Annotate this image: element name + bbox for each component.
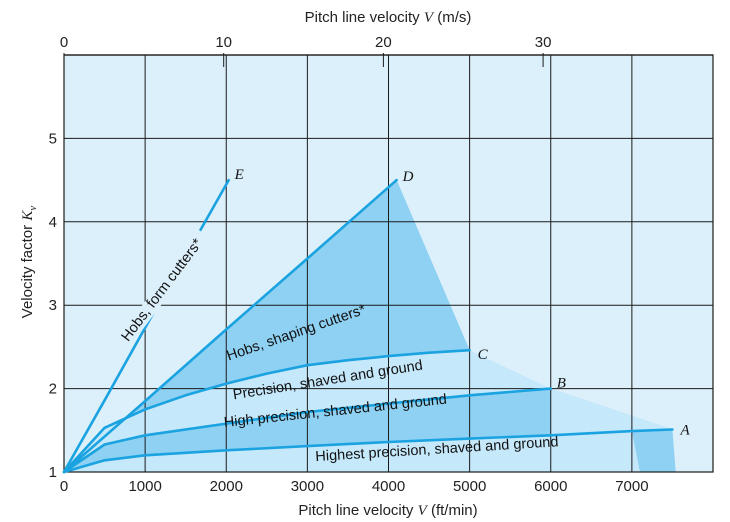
point-label-E: E (234, 167, 244, 183)
x-tick-label: 4000 (372, 478, 405, 495)
curve-E (62, 178, 230, 474)
y-tick-label: 1 (49, 464, 57, 481)
curve-C (62, 348, 471, 474)
x-tick-label: 6000 (534, 478, 567, 495)
y-axis-title-var: K (20, 210, 36, 222)
tick-labels: 0 10 20 30 0 1000 2000 3000 4000 5000 6000 7000 1 2 3 4… (49, 34, 649, 495)
curve-D (62, 178, 398, 474)
point-label-A: A (679, 422, 690, 438)
y-tick-label: 4 (49, 214, 57, 231)
y-axis-title: Velocity factor Kv (19, 206, 39, 319)
point-labels: E D C B A (234, 167, 691, 438)
point-label-B: B (557, 376, 566, 392)
x-tick-label: 5000 (453, 478, 486, 495)
y-tick-label: 5 (49, 130, 57, 147)
y-tick-label: 2 (49, 381, 57, 398)
curve-A (62, 428, 674, 474)
x-axis-title-bottom-unit: (ft/min) (431, 502, 478, 519)
x-axis-title-top: Pitch line velocity V (m/s) (305, 9, 472, 26)
x-tick-label: 1000 (128, 478, 161, 495)
point-label-D: D (402, 169, 414, 185)
top-tick-label: 20 (375, 34, 392, 51)
x-axis-title-top-text: Pitch line velocity (305, 9, 421, 26)
x-tick-label: 7000 (615, 478, 648, 495)
band-d-c-extension (356, 180, 470, 359)
band-hobs-shaping (64, 180, 470, 472)
top-axis-ticks (63, 53, 713, 67)
curve-B (62, 387, 553, 474)
y-tick-label: 3 (49, 297, 57, 314)
curve-label-backdrop (114, 229, 211, 352)
x-tick-label: 2000 (210, 478, 243, 495)
x-tick-label: 0 (60, 478, 68, 495)
band-high-precision (64, 388, 673, 472)
x-axis-title-bottom-text: Pitch line velocity (298, 502, 414, 519)
y-axis-title-text: Velocity factor (19, 225, 36, 318)
band-highest-precision (64, 429, 676, 472)
x-axis-title-top-var: V (424, 10, 435, 26)
x-axis-title-top-unit: (m/s) (437, 9, 471, 26)
band-highest-precision-edge (631, 429, 676, 472)
x-axis-title-bottom: Pitch line velocity V (ft/min) (298, 502, 477, 519)
x-axis-title-bottom-var: V (418, 503, 429, 519)
point-label-C: C (478, 347, 489, 363)
band-high-precision-extension (550, 388, 673, 435)
x-tick-label: 3000 (291, 478, 324, 495)
top-tick-label: 0 (60, 34, 68, 51)
y-axis-title-sub: v (27, 206, 39, 211)
top-tick-label: 10 (215, 34, 232, 51)
top-tick-label: 30 (535, 34, 552, 51)
curves (62, 178, 674, 474)
